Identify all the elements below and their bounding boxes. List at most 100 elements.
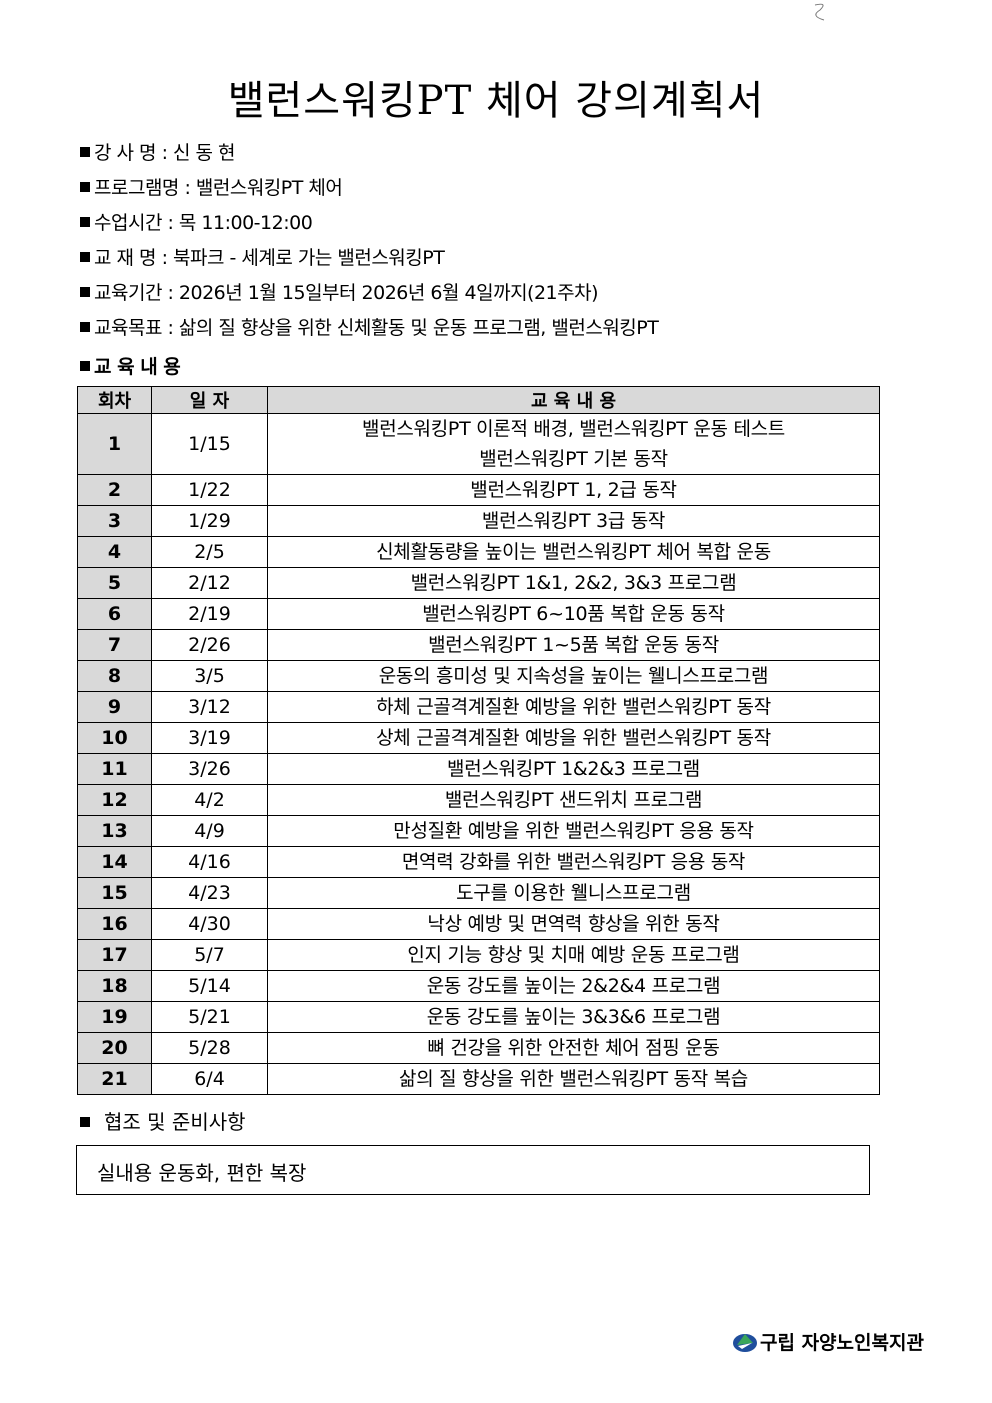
- content-cell: 밸런스워킹PT 이론적 배경, 밸런스워킹PT 운동 테스트 밸런스워킹PT 기본…: [267, 413, 880, 475]
- session-cell: 19: [77, 1001, 152, 1033]
- content-cell: 인지 기능 향상 및 치매 예방 운동 프로그램: [267, 939, 880, 971]
- content-text: 도구를 이용한 웰니스프로그램: [456, 882, 691, 904]
- table-row: 12 4/2 밸런스워킹PT 샌드위치 프로그램: [77, 784, 880, 816]
- info-item: 강 사 명 : 신 동 현: [80, 138, 236, 165]
- info-value: 밸런스워킹PT 체어: [195, 177, 343, 199]
- content-cell: 만성질환 예방을 위한 밸런스워킹PT 응용 동작: [267, 815, 880, 847]
- content-text: 낙상 예방 및 면역력 향상을 위한 동작: [427, 913, 720, 935]
- content-cell: 밸런스워킹PT 샌드위치 프로그램: [267, 784, 880, 816]
- content-heading: 교 육 내 용: [80, 352, 181, 379]
- table-row: 11 3/26 밸런스워킹PT 1&2&3 프로그램: [77, 753, 880, 785]
- preparation-heading: 협조 및 준비사항: [80, 1106, 246, 1135]
- bullet-square-icon: [80, 287, 90, 297]
- content-text: 밸런스워킹PT 3급 동작: [481, 510, 666, 532]
- date-cell: 6/4: [151, 1063, 268, 1095]
- date-cell: 1/22: [151, 474, 268, 506]
- content-heading-text: 교 육 내 용: [94, 356, 181, 378]
- date-cell: 5/14: [151, 970, 268, 1002]
- content-text: 상체 근골격계질환 예방을 위한 밸런스워킹PT 동작: [376, 727, 771, 749]
- content-cell: 밸런스워킹PT 1~5품 복합 운동 동작: [267, 629, 880, 661]
- content-text: 밸런스워킹PT 6~10품 복합 운동 동작: [422, 603, 725, 625]
- table-row: 9 3/12 하체 근골격계질환 예방을 위한 밸런스워킹PT 동작: [77, 691, 880, 723]
- date-cell: 1/29: [151, 505, 268, 537]
- info-separator: :: [156, 142, 174, 164]
- info-separator: :: [161, 282, 179, 304]
- date-cell: 3/19: [151, 722, 268, 754]
- date-cell: 3/12: [151, 691, 268, 723]
- content-cell: 상체 근골격계질환 예방을 위한 밸런스워킹PT 동작: [267, 722, 880, 754]
- date-cell: 3/5: [151, 660, 268, 692]
- table-row: 7 2/26 밸런스워킹PT 1~5품 복합 운동 동작: [77, 629, 880, 661]
- info-item: 교육목표 : 삶의 질 향상을 위한 신체활동 및 운동 프로그램, 밸런스워킹…: [80, 313, 659, 340]
- table-row: 3 1/29 밸런스워킹PT 3급 동작: [77, 505, 880, 537]
- content-cell: 운동 강도를 높이는 3&3&6 프로그램: [267, 1001, 880, 1033]
- content-cell: 도구를 이용한 웰니스프로그램: [267, 877, 880, 909]
- schedule-table: 회차 일 자 교 육 내 용 1 1/15 밸런스워킹PT 이론적 배경, 밸런스워…: [77, 386, 880, 1095]
- session-cell: 21: [77, 1063, 152, 1095]
- header-session: 회차: [77, 386, 152, 414]
- session-cell: 7: [77, 629, 152, 661]
- table-row: 5 2/12 밸런스워킹PT 1&1, 2&2, 3&3 프로그램: [77, 567, 880, 599]
- date-cell: 2/26: [151, 629, 268, 661]
- table-row: 17 5/7 인지 기능 향상 및 치매 예방 운동 프로그램: [77, 939, 880, 971]
- info-value: 삶의 질 향상을 위한 신체활동 및 운동 프로그램, 밸런스워킹PT: [178, 317, 659, 339]
- preparation-box: 실내용 운동화, 편한 복장: [76, 1145, 870, 1195]
- content-text: 신체활동량을 높이는 밸런스워킹PT 체어 복합 운동: [376, 541, 771, 563]
- content-text: 뼈 건강을 위한 안전한 체어 점핑 운동: [427, 1037, 720, 1059]
- bullet-square-icon: [80, 182, 90, 192]
- session-cell: 20: [77, 1032, 152, 1064]
- session-cell: 1: [77, 413, 152, 475]
- table-row: 1 1/15 밸런스워킹PT 이론적 배경, 밸런스워킹PT 운동 테스트 밸런스워킹…: [77, 413, 880, 475]
- table-row: 2 1/22 밸런스워킹PT 1, 2급 동작: [77, 474, 880, 506]
- content-cell: 밸런스워킹PT 1, 2급 동작: [267, 474, 880, 506]
- content-cell: 밸런스워킹PT 1&2&3 프로그램: [267, 753, 880, 785]
- table-header-row: 회차 일 자 교 육 내 용: [77, 386, 880, 414]
- session-cell: 6: [77, 598, 152, 630]
- pen-mark-icon: [814, 3, 825, 21]
- content-text: 만성질환 예방을 위한 밸런스워킹PT 응용 동작: [393, 820, 754, 842]
- content-cell: 낙상 예방 및 면역력 향상을 위한 동작: [267, 908, 880, 940]
- bullet-square-icon: [80, 252, 90, 262]
- info-label: 교육기간: [94, 282, 162, 304]
- info-item: 교육기간 : 2026년 1월 15일부터 2026년 6월 4일까지(21주차…: [80, 278, 599, 305]
- session-cell: 16: [77, 908, 152, 940]
- session-cell: 5: [77, 567, 152, 599]
- session-cell: 17: [77, 939, 152, 971]
- table-row: 21 6/4 삶의 질 향상을 위한 밸런스워킹PT 동작 복습: [77, 1063, 880, 1095]
- info-label: 교 재 명: [94, 247, 157, 269]
- content-cell: 신체활동량을 높이는 밸런스워킹PT 체어 복합 운동: [267, 536, 880, 568]
- table-row: 18 5/14 운동 강도를 높이는 2&2&4 프로그램: [77, 970, 880, 1002]
- bullet-square-icon: [80, 322, 90, 332]
- content-text: 밸런스워킹PT 1, 2급 동작: [470, 479, 677, 501]
- table-row: 14 4/16 면역력 강화를 위한 밸런스워킹PT 응용 동작: [77, 846, 880, 878]
- content-cell: 밸런스워킹PT 6~10품 복합 운동 동작: [267, 598, 880, 630]
- bullet-square-icon: [80, 147, 90, 157]
- info-label: 수업시간: [94, 212, 162, 234]
- table-row: 6 2/19 밸런스워킹PT 6~10품 복합 운동 동작: [77, 598, 880, 630]
- date-cell: 4/2: [151, 784, 268, 816]
- bullet-square-icon: [80, 217, 90, 227]
- date-cell: 2/5: [151, 536, 268, 568]
- session-cell: 11: [77, 753, 152, 785]
- date-cell: 5/28: [151, 1032, 268, 1064]
- session-cell: 18: [77, 970, 152, 1002]
- info-item: 교 재 명 : 북파크 - 세계로 가는 밸런스워킹PT: [80, 243, 445, 270]
- content-text: 인지 기능 향상 및 치매 예방 운동 프로그램: [407, 944, 740, 966]
- content-text: 운동 강도를 높이는 3&3&6 프로그램: [426, 1006, 721, 1028]
- info-separator: :: [178, 177, 196, 199]
- content-cell: 면역력 강화를 위한 밸런스워킹PT 응용 동작: [267, 846, 880, 878]
- logo: 구립 자양노인복지관: [732, 1328, 924, 1355]
- session-cell: 8: [77, 660, 152, 692]
- content-cell: 운동 강도를 높이는 2&2&4 프로그램: [267, 970, 880, 1002]
- session-cell: 3: [77, 505, 152, 537]
- content-cell: 하체 근골격계질환 예방을 위한 밸런스워킹PT 동작: [267, 691, 880, 723]
- content-cell: 밸런스워킹PT 1&1, 2&2, 3&3 프로그램: [267, 567, 880, 599]
- session-cell: 9: [77, 691, 152, 723]
- info-item: 수업시간 : 목 11:00-12:00: [80, 208, 313, 235]
- date-cell: 2/19: [151, 598, 268, 630]
- session-cell: 13: [77, 815, 152, 847]
- table-row: 13 4/9 만성질환 예방을 위한 밸런스워킹PT 응용 동작: [77, 815, 880, 847]
- bullet-square-icon: [80, 361, 90, 371]
- header-date: 일 자: [151, 386, 268, 414]
